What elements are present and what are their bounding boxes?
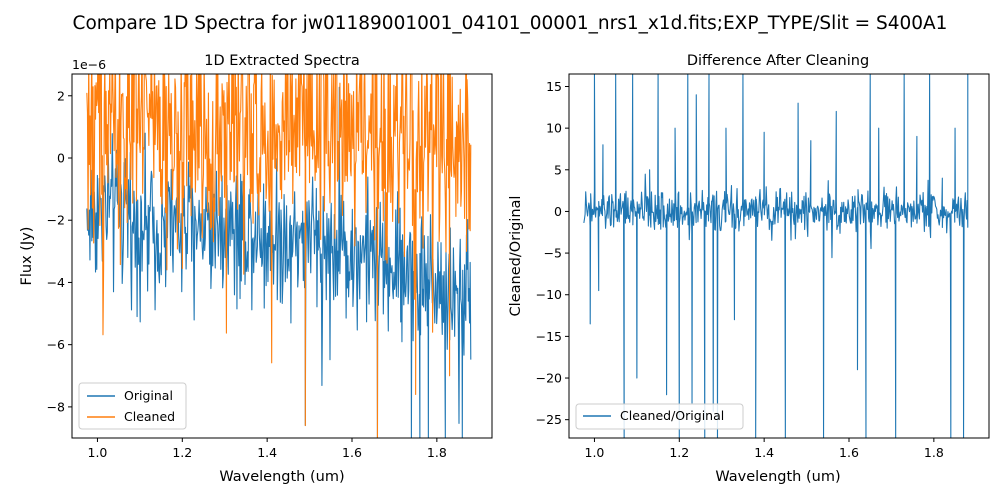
spectra-ytick-label: 2 — [57, 88, 65, 103]
ratio-ytick-label: 5 — [554, 162, 562, 177]
spectra-ytick-label: −8 — [47, 399, 65, 414]
ratio-xtick-label: 1.6 — [839, 445, 859, 460]
spectra-xtick-label: 1.8 — [427, 445, 447, 460]
ratio-ytick-label: −5 — [544, 246, 562, 261]
spectra-panel-title: 1D Extracted Spectra — [204, 53, 360, 69]
ratio-xtick-label: 1.4 — [754, 445, 774, 460]
spectra-xtick-label: 1.2 — [172, 445, 192, 460]
spectra-ytick-label: 0 — [57, 151, 65, 166]
ratio-ylabel: Cleaned/Original — [508, 196, 524, 317]
spectra-legend: Original Cleaned — [78, 382, 187, 430]
ratio-legend: Cleaned/Original — [575, 403, 744, 430]
ratio-ytick-label: −20 — [536, 371, 562, 386]
spectra-xtick-label: 1.0 — [88, 445, 108, 460]
spectra-axes-frame — [71, 73, 493, 439]
legend-original-label: Original — [124, 388, 173, 403]
spectra-xlabel: Wavelength (um) — [219, 469, 344, 485]
spectra-offset-text: 1e−6 — [72, 57, 106, 72]
ratio-series-cleaned-original — [583, 74, 969, 438]
ratio-ytick-label: 0 — [554, 204, 562, 219]
ratio-panel: Difference After Cleaning Wavelength (um… — [508, 53, 990, 485]
ratio-axes-frame — [568, 73, 990, 439]
ratio-ytick-label: −25 — [536, 412, 562, 427]
spectra-panel: 1D Extracted Spectra 1e−6 Wavelength (um… — [19, 53, 493, 485]
spectra-ytick-label: −6 — [47, 337, 65, 352]
ratio-xtick-label: 1.2 — [669, 445, 689, 460]
ratio-ytick-label: −15 — [536, 329, 562, 344]
spectra-series-original — [86, 86, 472, 438]
legend-cleaned-label: Cleaned — [124, 409, 175, 424]
ratio-xtick-label: 1.8 — [924, 445, 944, 460]
spectra-series-cleaned — [86, 74, 472, 438]
ratio-ytick-label: 15 — [546, 79, 562, 94]
spectra-ytick-label: −4 — [47, 275, 65, 290]
ratio-panel-title: Difference After Cleaning — [687, 53, 869, 69]
spectra-xtick-label: 1.6 — [342, 445, 362, 460]
spectra-ylabel: Flux (Jy) — [19, 227, 35, 286]
ratio-xlabel: Wavelength (um) — [715, 469, 840, 485]
ratio-legend-box — [575, 403, 744, 430]
figure-suptitle: Compare 1D Spectra for jw01189001001_041… — [73, 13, 948, 34]
ratio-ytick-label: 10 — [546, 121, 562, 136]
spectra-ytick-label: −2 — [47, 213, 65, 228]
legend-ratio-label: Cleaned/Original — [620, 408, 724, 423]
spectra-xtick-label: 1.4 — [257, 445, 277, 460]
ratio-ytick-label: −10 — [536, 287, 562, 302]
ratio-xtick-label: 1.0 — [585, 445, 605, 460]
